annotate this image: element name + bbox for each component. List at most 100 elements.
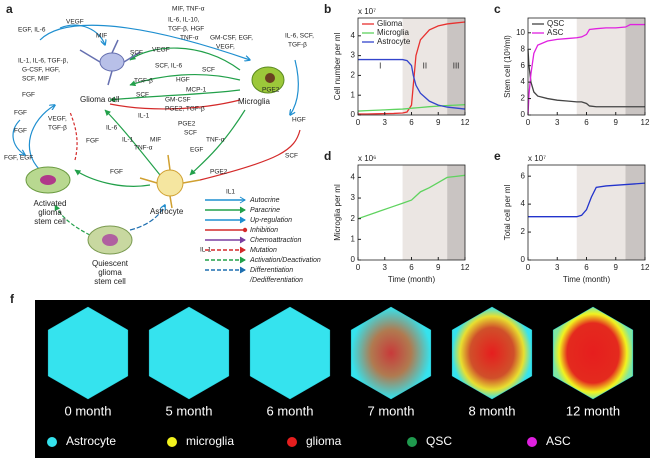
y-tick-label: 2 [521, 227, 526, 236]
edge-label: PGE2, TGF-β [165, 106, 205, 113]
legend-label: Autocrine [249, 197, 280, 204]
edge-label: TGF-β, HGF [168, 26, 204, 33]
x-tick-label: 0 [526, 263, 531, 272]
cells [25, 39, 285, 255]
panel-label: a [6, 2, 13, 16]
panel-label: f [10, 292, 15, 306]
node-label: Quiescent [92, 259, 129, 268]
series-line [528, 182, 646, 218]
y-tick-label: 4 [351, 173, 356, 182]
y-tick-label: 8 [521, 44, 526, 53]
simulation-image [47, 306, 129, 400]
edge-label: VEGF [66, 19, 84, 26]
y-tick-label: 4 [521, 77, 526, 86]
shaded-region [447, 165, 465, 260]
x-tick-label: 9 [436, 263, 441, 272]
edge-label: VEGF, [48, 116, 67, 123]
simulation-image [350, 306, 432, 400]
edge-label: TGF-β [288, 42, 307, 49]
node-label: Astrocyte [150, 207, 184, 216]
x-tick-label: 6 [409, 263, 414, 272]
edge-label: PGE2 [178, 121, 196, 128]
edge-label: SCF [285, 153, 298, 160]
y-tick-label: 2 [351, 71, 356, 80]
x-tick-label: 6 [584, 118, 589, 127]
edge-label: VEGF, [216, 44, 235, 51]
y-tick-label: 6 [521, 171, 526, 180]
legend-dot [527, 437, 537, 447]
x-tick-label: 9 [436, 118, 441, 127]
y-axis-label: Cell number per ml [333, 32, 342, 100]
legend-label: Chemoattraction [250, 237, 301, 244]
edge-label: TNF-α [134, 145, 153, 152]
y-tick-label: 1 [351, 90, 356, 99]
node-label: glioma [38, 208, 62, 217]
edge-label: PGE2 [210, 169, 228, 176]
edge-label: IL-1, IL-6, TGF-β, [18, 58, 68, 65]
image-caption: 5 month [166, 403, 213, 418]
edge-label: SCF [184, 130, 197, 137]
legend-dot [242, 227, 248, 233]
legend-head [239, 206, 246, 214]
legend-head [239, 236, 246, 244]
edge-label: MCP-1 [186, 87, 207, 94]
edge-label: G-CSF, HGF, [22, 67, 60, 74]
edge-label: IL-1 [138, 113, 150, 120]
series-line [527, 49, 645, 108]
image-caption: 7 month [368, 403, 415, 418]
image-caption: 12 month [566, 403, 620, 418]
edge-label: EGF, IL-6 [18, 27, 46, 34]
legend-label: Inhibition [250, 227, 278, 234]
x-tick-label: 3 [555, 118, 560, 127]
x-tick-label: 0 [356, 118, 361, 127]
shaded-region [447, 18, 465, 115]
edge-label: FGF [110, 169, 123, 176]
simulation-image [249, 306, 331, 400]
simulation-image [148, 306, 230, 400]
y-tick-label: 1 [351, 234, 356, 243]
legend-head [239, 256, 246, 264]
edge-label: TGF-β [134, 78, 153, 85]
legend-dot [47, 437, 57, 447]
node-label: Activated [34, 199, 67, 208]
diagram: a [6, 2, 301, 286]
legend-dot [287, 437, 297, 447]
y-tick-label: 6 [521, 61, 526, 70]
x-axis-label: Time (month) [563, 275, 611, 284]
edge-label: MIF [150, 137, 161, 144]
edge-label: SCF, MIF [22, 76, 49, 83]
y-tick-label: 4 [351, 31, 356, 40]
shaded-region [625, 18, 645, 115]
x-tick-label: 6 [584, 263, 589, 272]
simulation-image [451, 306, 533, 400]
x-tick-label: 12 [641, 118, 650, 127]
edge-label: TNF-α [180, 35, 199, 42]
legend-dot [167, 437, 177, 447]
edge-label: VEGF [152, 47, 170, 54]
edge-label: GM-CSF, EGF, [210, 35, 253, 42]
x-tick-label: 3 [383, 263, 388, 272]
legend-label: Mutation [250, 247, 277, 254]
panel-label: e [494, 149, 501, 163]
legend-label: Glioma [377, 19, 403, 28]
edge-label: GM-CSF [165, 97, 191, 104]
legend-label: Microglia [377, 28, 410, 37]
shaded-region [625, 165, 645, 260]
x-tick-label: 12 [641, 263, 650, 272]
edge-label: SCF [202, 67, 215, 74]
legend-label: Activation/Deactivation [249, 257, 321, 264]
shaded-region [576, 18, 626, 115]
legend-head [239, 266, 246, 274]
phase-label: II [423, 62, 427, 71]
x-tick-label: 12 [461, 118, 470, 127]
legend-label: ASC [546, 434, 571, 448]
x-tick-label: 12 [461, 263, 470, 272]
series-line [527, 23, 645, 116]
node-label: Glioma cell [80, 95, 120, 104]
image-panel [35, 300, 650, 458]
legend-label: Astrocyte [66, 434, 116, 448]
edge-label: IL-6, SCF, [285, 33, 314, 40]
y-multiplier: x 10⁶ [358, 154, 376, 163]
image-caption: 6 month [267, 403, 314, 418]
